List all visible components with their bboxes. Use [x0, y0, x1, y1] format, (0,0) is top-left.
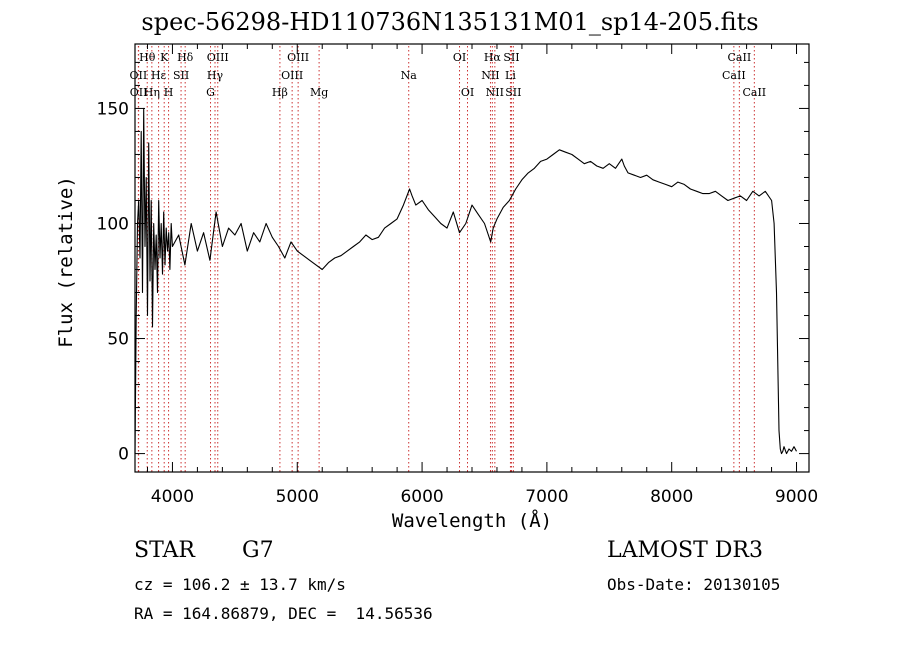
- line-label-17: OI: [453, 51, 466, 64]
- y-tick-label-3: 150: [97, 99, 129, 119]
- line-label-26: CaII: [722, 69, 746, 82]
- line-label-22: SII: [503, 51, 519, 64]
- line-label-8: Hδ: [177, 51, 194, 64]
- line-label-23: Li: [505, 69, 516, 82]
- line-label-24: SII: [505, 86, 521, 99]
- axis-tick-labels: 4000 5000 6000 7000 8000 9000 0 50 100 150: [97, 99, 819, 507]
- y-axis-label: Flux (relative): [55, 176, 77, 348]
- line-label-0: OII: [130, 69, 148, 82]
- x-tick-label-2: 6000: [400, 487, 443, 507]
- line-label-18: OI: [461, 86, 474, 99]
- plot-frame: [134, 43, 810, 473]
- y-tick-label-1: 50: [107, 330, 129, 350]
- line-label-9: OIII: [207, 51, 229, 64]
- line-label-19: Hα: [484, 51, 502, 64]
- line-label-1: OII: [130, 86, 148, 99]
- redshift-readout: cz = 106.2 ± 13.7 km/s: [134, 575, 346, 594]
- spectrum-line: [134, 107, 797, 455]
- line-label-7: SII: [173, 69, 189, 82]
- spectrum-series: [134, 107, 797, 455]
- line-label-4: Hη: [144, 86, 160, 99]
- line-label-14: OIII: [281, 69, 303, 82]
- x-axis-label: Wavelength (Å): [391, 510, 553, 532]
- line-label-21: NII: [486, 86, 504, 99]
- line-label-27: CaII: [742, 86, 766, 99]
- x-tick-label-3: 7000: [525, 487, 568, 507]
- line-label-5: K: [160, 51, 169, 64]
- coordinates-readout: RA = 164.86879, DEC = 14.56536: [134, 604, 433, 623]
- line-labels: OII OII Hθ Hε Hη K H SII Hδ OIII Hγ G Hβ OIII OIII Mg Na…: [130, 51, 767, 99]
- line-label-3: Hε: [151, 69, 167, 82]
- y-tick-label-0: 0: [118, 445, 129, 465]
- line-label-2: Hθ: [139, 51, 156, 64]
- object-class: STAR: [134, 538, 195, 563]
- survey-name: LAMOST DR3: [607, 538, 763, 563]
- object-subclass: G7: [242, 538, 274, 563]
- line-label-15: Mg: [310, 86, 328, 99]
- axis-ticks: [135, 44, 809, 472]
- x-tick-label-0: 4000: [151, 487, 194, 507]
- line-label-20: NII: [481, 69, 499, 82]
- line-label-16: Na: [401, 69, 418, 82]
- line-label-11: G: [206, 86, 215, 99]
- observation-date: Obs-Date: 20130105: [607, 575, 781, 594]
- line-label-13: OIII: [287, 51, 309, 64]
- chart-title: spec-56298-HD110736N135131M01_sp14-205.f…: [141, 8, 759, 36]
- line-label-25: CaII: [728, 51, 752, 64]
- x-tick-label-4: 8000: [650, 487, 693, 507]
- line-label-12: Hβ: [272, 86, 288, 99]
- line-label-10: Hγ: [207, 69, 224, 82]
- x-tick-label-5: 9000: [775, 487, 818, 507]
- line-label-6: H: [164, 86, 174, 99]
- y-tick-label-2: 100: [97, 214, 129, 234]
- line-markers: [137, 46, 755, 472]
- x-tick-label-1: 5000: [276, 487, 319, 507]
